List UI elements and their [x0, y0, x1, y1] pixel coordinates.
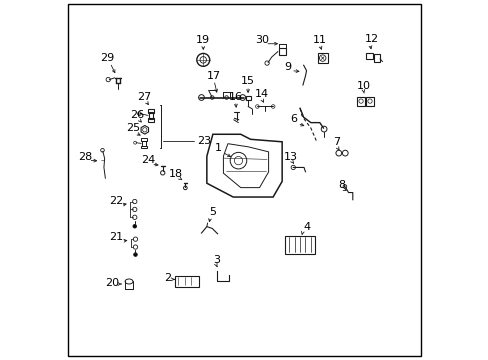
Text: 21: 21 — [109, 232, 123, 242]
Bar — [317, 53, 327, 63]
Text: 20: 20 — [104, 278, 119, 288]
Bar — [373, 54, 379, 62]
Text: 15: 15 — [241, 76, 255, 86]
Text: 7: 7 — [333, 138, 340, 147]
Text: 3: 3 — [213, 255, 220, 265]
Text: 18: 18 — [169, 168, 183, 179]
Circle shape — [133, 253, 137, 256]
Text: 27: 27 — [137, 92, 151, 102]
Bar — [141, 138, 147, 141]
Text: 14: 14 — [254, 89, 268, 99]
Bar — [278, 48, 286, 55]
Text: 23: 23 — [197, 136, 211, 145]
Text: 13: 13 — [283, 152, 297, 162]
Text: 8: 8 — [337, 180, 344, 190]
Text: 12: 12 — [364, 35, 378, 44]
Bar — [141, 145, 147, 148]
Bar — [142, 140, 145, 146]
Text: 17: 17 — [206, 71, 221, 81]
Text: 24: 24 — [141, 154, 155, 165]
Text: 22: 22 — [109, 196, 123, 206]
Bar — [149, 112, 153, 119]
Text: 1: 1 — [215, 143, 222, 153]
Text: 26: 26 — [130, 110, 143, 120]
Text: 28: 28 — [78, 152, 92, 162]
Bar — [148, 118, 154, 122]
Bar — [175, 276, 198, 287]
Text: 9: 9 — [284, 62, 291, 72]
Text: 16: 16 — [228, 92, 242, 102]
Text: 6: 6 — [290, 114, 297, 124]
Text: 30: 30 — [254, 35, 268, 45]
Text: 11: 11 — [312, 35, 326, 45]
Bar — [285, 235, 315, 253]
Text: 4: 4 — [303, 222, 309, 231]
Bar — [148, 109, 154, 113]
Text: 19: 19 — [196, 35, 210, 45]
Text: 29: 29 — [100, 53, 114, 63]
Bar — [245, 96, 250, 100]
Bar — [366, 96, 373, 105]
Text: 2: 2 — [163, 273, 171, 283]
Circle shape — [133, 225, 136, 228]
Text: 5: 5 — [208, 207, 215, 217]
Text: 25: 25 — [126, 123, 140, 133]
Bar — [356, 96, 364, 105]
Bar — [365, 53, 372, 59]
Text: 10: 10 — [356, 81, 370, 91]
